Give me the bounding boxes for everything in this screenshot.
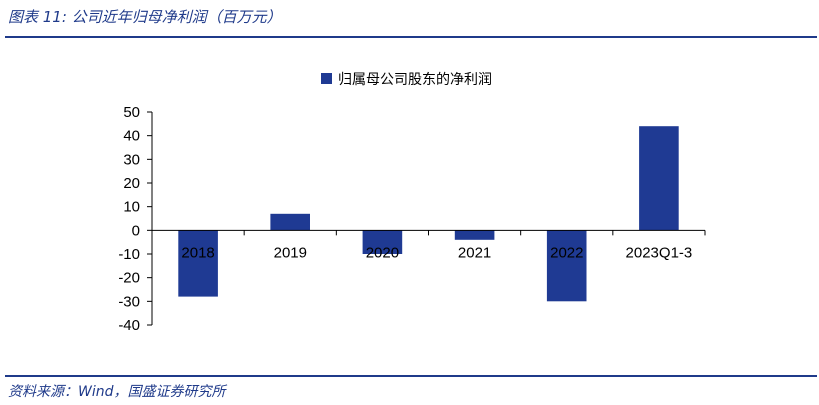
x-tick-label: 2018 xyxy=(181,244,214,261)
bar-2021 xyxy=(454,230,495,240)
source-note: 资料来源：Wind，国盛证券研究所 xyxy=(8,384,226,400)
top-rule xyxy=(5,36,817,38)
x-tick-labels: 2018 2019 2020 2021 2022 2023Q1-3 xyxy=(181,244,692,261)
y-tick-label: -30 xyxy=(118,293,140,310)
bar-2018 xyxy=(178,230,218,297)
y-tick-label: -10 xyxy=(118,246,140,263)
x-tick-label: 2020 xyxy=(366,244,399,261)
y-tick-label: -40 xyxy=(118,317,140,334)
y-tick-label: 30 xyxy=(123,151,140,168)
bar-2022 xyxy=(546,230,587,302)
x-tick-label: 2021 xyxy=(458,244,491,261)
y-tick-label: 20 xyxy=(123,175,140,192)
bar-2020 xyxy=(362,230,403,254)
x-axis xyxy=(151,229,706,236)
bottom-rule xyxy=(5,375,817,377)
chart-legend: 归属母公司股东的净利润 xyxy=(321,71,492,88)
y-tick-label: -20 xyxy=(118,270,140,287)
bar-2019 xyxy=(270,213,310,231)
bar-2023q1-3 xyxy=(639,126,679,231)
y-axis: 50 40 30 20 10 0 -10 -20 -30 -40 xyxy=(118,104,153,334)
bars-group xyxy=(178,126,679,302)
x-tick-label: 2022 xyxy=(550,244,583,261)
x-tick-label: 2023Q1-3 xyxy=(626,244,693,261)
y-tick-label: 10 xyxy=(123,199,140,216)
y-tick-label: 50 xyxy=(123,104,140,121)
legend-label: 归属母公司股东的净利润 xyxy=(338,71,492,88)
y-tick-label: 0 xyxy=(132,222,140,239)
legend-swatch xyxy=(321,73,332,84)
x-tick-label: 2019 xyxy=(274,244,307,261)
y-tick-label: 40 xyxy=(123,128,140,145)
figure-title: 图表 11: 公司近年归母净利润（百万元） xyxy=(8,8,282,26)
